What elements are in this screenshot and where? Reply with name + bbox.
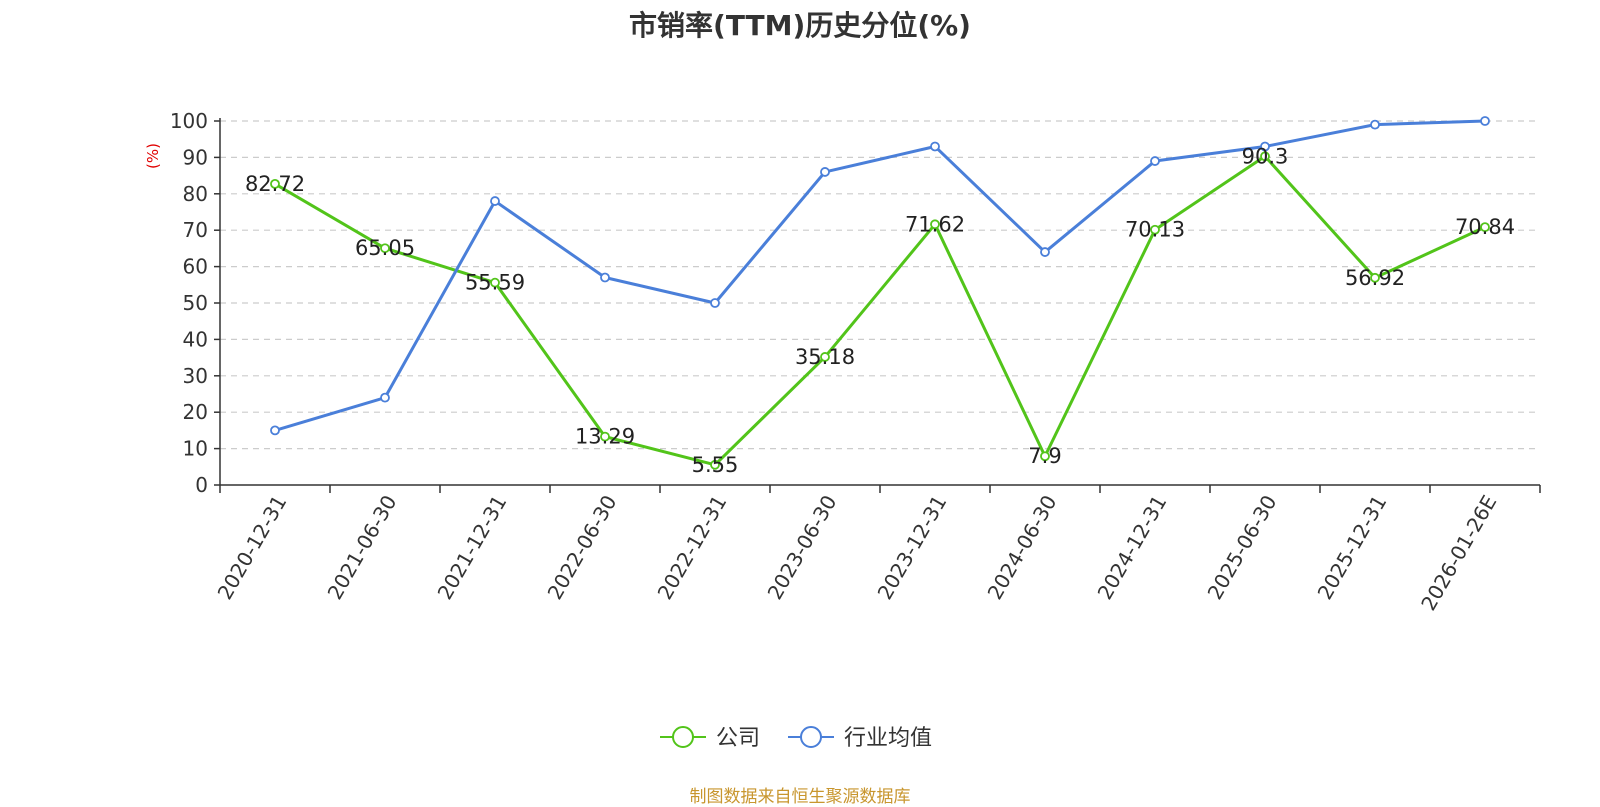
data-point (820, 352, 830, 362)
data-point (600, 272, 610, 283)
y-tick-label: 10 (183, 437, 208, 461)
y-tick-label: 30 (183, 364, 208, 388)
data-point (710, 459, 720, 470)
series-lines (274, 119, 1486, 467)
data-point (600, 431, 610, 442)
data-point (1150, 156, 1160, 166)
y-tick-label: 20 (183, 400, 208, 424)
data-label: 55.59 (465, 271, 525, 295)
y-tick-label: 80 (183, 182, 208, 206)
data-point (1040, 247, 1050, 257)
y-axis-unit: (%) (144, 143, 162, 169)
source-note: 制图数据来自恒生聚源数据库 (689, 787, 911, 807)
y-tick-label: 0 (195, 473, 208, 497)
y-tick-label: 70 (183, 218, 208, 242)
legend-label: 行业均值 (844, 726, 932, 751)
data-label: 82.72 (245, 172, 305, 196)
data-label: 90.3 (1242, 144, 1289, 168)
legend-marker (672, 726, 694, 748)
series-line-0 (274, 154, 1486, 467)
data-point (1370, 272, 1380, 283)
data-label: 13.29 (575, 425, 635, 449)
x-tick-label: 2026-01-26E (1416, 491, 1501, 615)
data-point (270, 178, 280, 189)
data-point (820, 167, 830, 177)
legend-label: 公司 (716, 726, 760, 751)
x-tick-label: 2025-12-31 (1312, 491, 1391, 604)
data-point (930, 219, 940, 230)
axes (219, 118, 1540, 486)
x-tick-label: 2021-12-31 (432, 491, 511, 604)
data-label: 56.92 (1345, 266, 1405, 290)
x-tick-label: 2024-06-30 (982, 491, 1061, 604)
data-label: 70.13 (1125, 218, 1185, 242)
y-tick-label: 40 (183, 327, 208, 351)
x-tick-label: 2022-12-31 (652, 491, 731, 604)
x-tick-label: 2020-12-31 (212, 491, 291, 604)
x-tick-label: 2022-06-30 (542, 491, 621, 604)
data-label: 35.18 (795, 345, 855, 369)
x-axis-ticks: 2020-12-31 2021-06-30 2021-12-31 2022-06-30… (212, 485, 1541, 615)
x-tick-label: 2021-06-30 (322, 491, 401, 604)
data-label: 65.05 (355, 236, 415, 260)
data-point (1260, 141, 1270, 152)
data-point (1480, 222, 1490, 233)
y-tick-label: 60 (183, 255, 208, 279)
data-point (710, 298, 720, 308)
series-line-1 (274, 119, 1486, 432)
data-point (270, 425, 280, 436)
series-points (270, 116, 1490, 470)
data-point (1040, 451, 1050, 462)
x-tick-label: 2023-06-30 (762, 491, 841, 604)
data-point (930, 141, 940, 152)
y-tick-label: 90 (183, 145, 208, 169)
data-point (1150, 224, 1160, 235)
x-tick-label: 2024-12-31 (1092, 491, 1171, 604)
x-tick-label: 2025-06-30 (1202, 491, 1281, 604)
data-label: 71.62 (905, 212, 965, 236)
x-tick-label: 2023-12-31 (872, 491, 951, 604)
data-label: 70.84 (1455, 215, 1515, 239)
data-label: 5.55 (692, 453, 739, 477)
data-point (380, 243, 390, 254)
data-point (490, 277, 500, 288)
data-point (1480, 116, 1490, 126)
y-axis-ticks: 0 10 20 30 40 50 60 70 80 90 100 (170, 109, 220, 497)
chart-title: 市销率(TTM)历史分位(%) (629, 9, 971, 42)
data-point (490, 196, 500, 206)
legend-marker (800, 726, 822, 748)
data-point (380, 392, 390, 403)
data-labels: 82.72 65.05 55.59 13.29 5.55 35.18 71.62 7.9 70.… (245, 144, 1515, 476)
data-point (1370, 119, 1380, 130)
y-tick-label: 100 (170, 109, 208, 133)
data-label: 7.9 (1028, 444, 1061, 468)
y-tick-label: 50 (183, 291, 208, 315)
legend: 公司 行业均值 (660, 726, 932, 751)
grid-lines (220, 120, 1540, 450)
data-point (1260, 151, 1270, 162)
